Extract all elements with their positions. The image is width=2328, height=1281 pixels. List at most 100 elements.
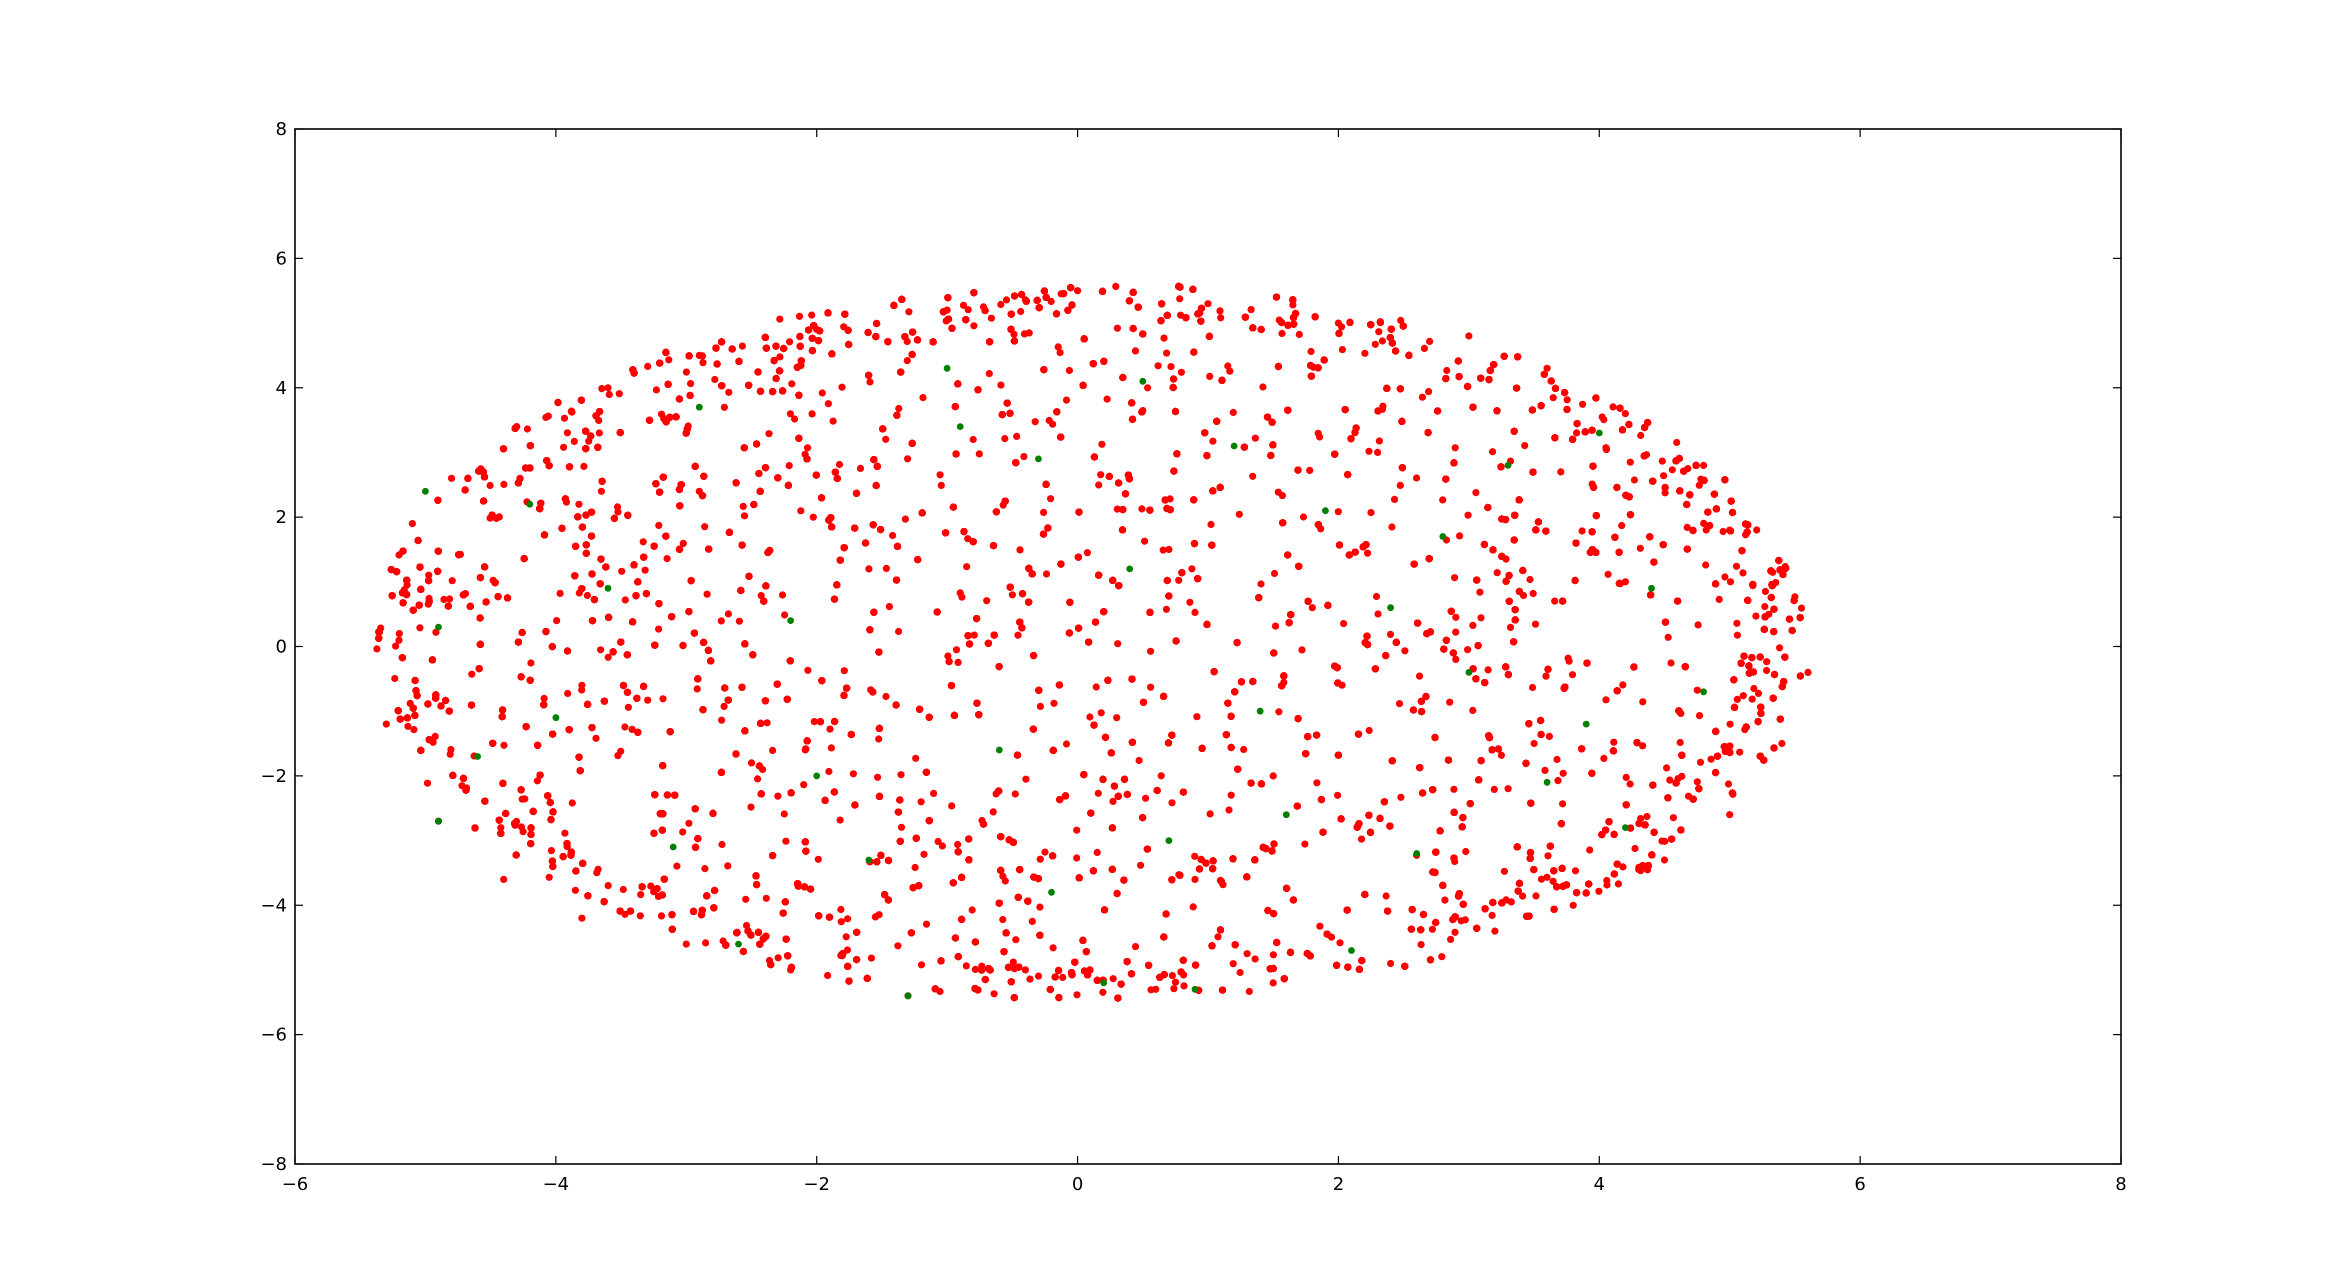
red-cloud-dot (1026, 975, 1034, 983)
red-cloud-dot (1504, 785, 1512, 793)
red-cloud-dot (1748, 695, 1756, 703)
red-cloud-dot (1034, 972, 1043, 980)
red-cloud-dot (604, 882, 612, 890)
red-cloud-dot (593, 869, 601, 877)
red-cloud-dot (1160, 334, 1168, 342)
red-cloud-dot (903, 357, 911, 365)
red-cloud-dot (1610, 738, 1618, 746)
red-cloud-dot (564, 689, 572, 698)
red-cloud-dot (968, 906, 976, 914)
red-cloud-dot (782, 837, 790, 845)
red-cloud-dot (1209, 437, 1217, 445)
red-cloud-dot (1099, 988, 1107, 996)
red-cloud-dot (570, 437, 578, 445)
red-cloud-dot (1476, 588, 1484, 596)
red-cloud-dot (1251, 434, 1259, 442)
red-cloud-dot (619, 885, 627, 894)
red-cloud-dot (1036, 702, 1044, 711)
red-cloud-dot (827, 744, 836, 752)
red-cloud-dot (1141, 537, 1149, 545)
red-cloud-dot (1395, 700, 1404, 708)
red-cloud-dot (1571, 867, 1580, 875)
red-cloud-dot (1595, 887, 1603, 895)
red-cloud-dot (724, 610, 733, 618)
red-cloud-dot (720, 702, 728, 711)
red-cloud-dot (1531, 620, 1540, 628)
red-cloud-dot (665, 356, 673, 364)
red-cloud-dot (1270, 569, 1279, 578)
red-cloud-dot (1622, 773, 1630, 782)
red-cloud-dot (983, 597, 991, 605)
red-cloud-dot (1600, 416, 1608, 424)
red-cloud-dot (1170, 985, 1178, 993)
red-cloud-dot (1420, 344, 1428, 352)
red-cloud-dot (1676, 738, 1684, 747)
red-cloud-dot (824, 971, 832, 980)
red-cloud-dot (1452, 613, 1460, 621)
red-cloud-dot (826, 725, 834, 733)
red-cloud-dot (1372, 592, 1381, 601)
red-cloud-dot (962, 962, 970, 970)
red-cloud-dot (1661, 837, 1669, 845)
red-cloud-dot (1094, 789, 1102, 797)
red-cloud-dot (561, 829, 569, 837)
red-cloud-dot (540, 694, 548, 703)
red-cloud-dot (1542, 672, 1550, 680)
red-cloud-dot (673, 862, 681, 870)
red-cloud-dot (1176, 295, 1184, 303)
red-cloud-dot (1045, 416, 1053, 425)
red-cloud-dot (901, 515, 910, 523)
plot-area (373, 282, 1812, 1002)
red-cloud-dot (1683, 523, 1691, 532)
red-cloud-dot (1114, 640, 1122, 648)
red-cloud-dot (842, 933, 850, 941)
red-cloud-dot (497, 824, 505, 832)
red-cloud-dot (1658, 457, 1666, 465)
red-cloud-dot (1206, 372, 1214, 380)
red-cloud-dot (840, 667, 848, 675)
red-cloud-dot (544, 412, 552, 420)
red-cloud-dot (1243, 950, 1251, 958)
red-cloud-dot (527, 659, 535, 667)
red-cloud-dot (1040, 508, 1048, 516)
red-cloud-dot (1456, 532, 1464, 540)
red-cloud-dot (1159, 546, 1167, 554)
red-cloud-dot (1526, 575, 1534, 584)
red-cloud-dot (912, 754, 920, 762)
red-cloud-dot (1186, 598, 1194, 606)
red-cloud-dot (825, 767, 833, 776)
red-cloud-dot (500, 741, 508, 749)
red-cloud-dot (1497, 751, 1505, 759)
red-cloud-dot (987, 314, 996, 322)
red-cloud-dot (747, 803, 755, 811)
red-cloud-dot (1147, 647, 1155, 655)
red-cloud-dot (875, 735, 883, 743)
red-cloud-dot (1660, 472, 1668, 480)
red-cloud-dot (788, 380, 796, 388)
red-cloud-dot (1732, 562, 1741, 570)
red-cloud-dot (1726, 720, 1734, 728)
red-cloud-dot (644, 696, 652, 704)
red-cloud-dot (1097, 709, 1105, 717)
red-cloud-dot (571, 886, 580, 894)
red-cloud-dot (1162, 605, 1170, 613)
red-cloud-dot (1216, 307, 1224, 315)
red-cloud-dot (687, 380, 695, 388)
red-cloud-dot (1447, 935, 1455, 944)
red-cloud-dot (652, 386, 661, 394)
red-cloud-dot (1739, 692, 1747, 700)
red-cloud-dot (769, 746, 777, 755)
red-cloud-dot (1441, 896, 1449, 904)
red-cloud-dot (1013, 432, 1021, 440)
red-cloud-dot (1631, 844, 1639, 853)
red-cloud-dot (1715, 595, 1723, 604)
red-cloud-dot (1736, 748, 1744, 756)
red-cloud-dot (954, 840, 962, 849)
red-cloud-dot (560, 443, 568, 451)
red-cloud-dot (1551, 597, 1559, 605)
red-cloud-dot (1563, 396, 1571, 404)
red-cloud-dot (778, 591, 787, 599)
red-cloud-dot (1549, 877, 1557, 885)
red-cloud-dot (448, 577, 456, 585)
red-cloud-dot (1568, 671, 1577, 679)
